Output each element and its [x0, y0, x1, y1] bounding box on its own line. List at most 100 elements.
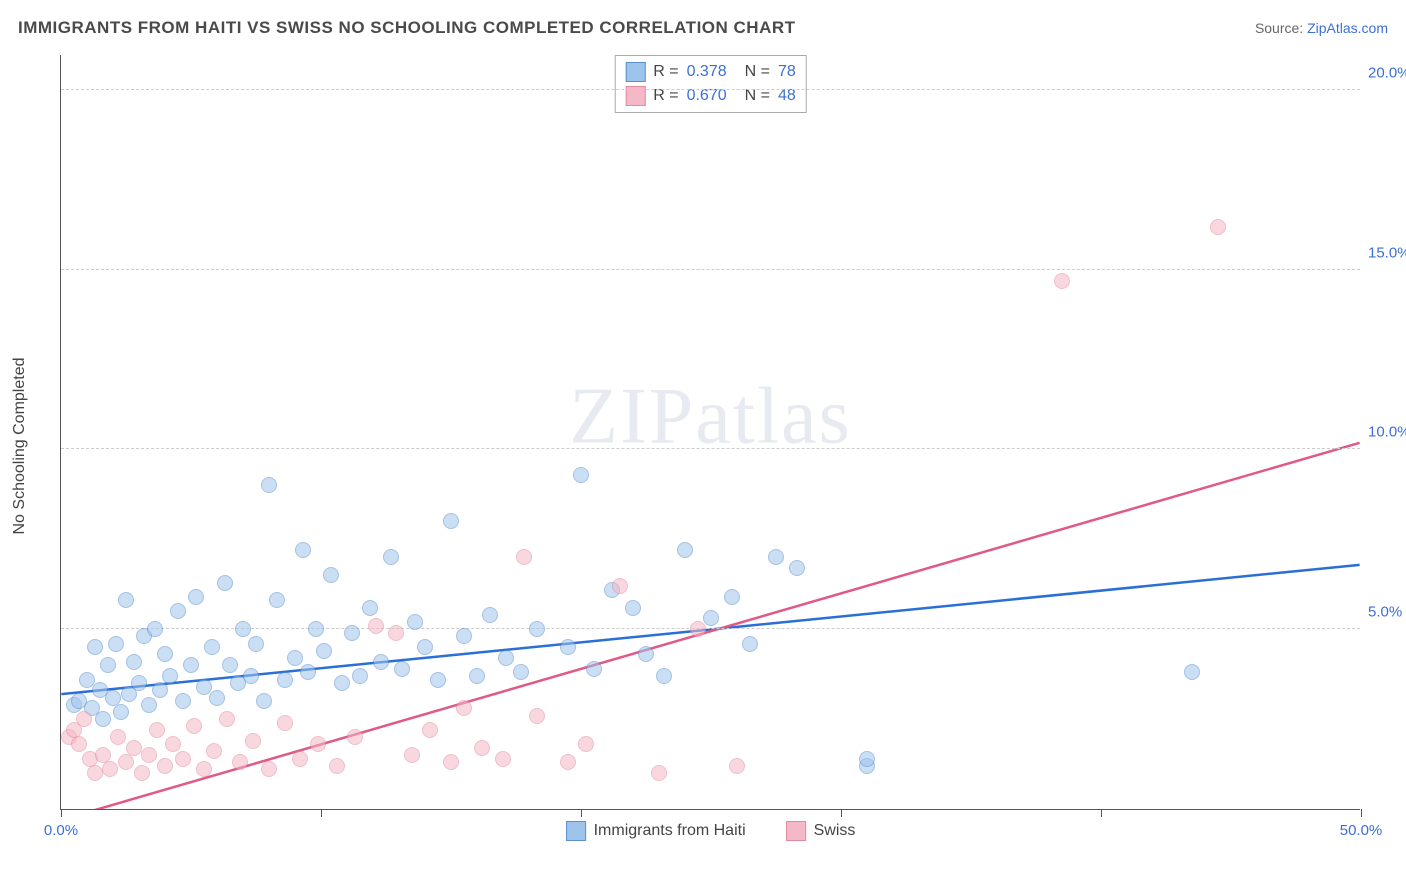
data-point [638, 646, 654, 662]
data-point [87, 765, 103, 781]
data-point [394, 661, 410, 677]
data-point [300, 664, 316, 680]
data-point [100, 657, 116, 673]
data-point [269, 592, 285, 608]
data-point [469, 668, 485, 684]
source-attribution: Source: ZipAtlas.com [1255, 20, 1388, 36]
data-point [456, 700, 472, 716]
data-point [71, 736, 87, 752]
data-point [789, 560, 805, 576]
data-point [1054, 273, 1070, 289]
stats-legend: R = 0.378 N = 78 R = 0.670 N = 48 [614, 55, 807, 113]
data-point [209, 690, 225, 706]
data-point [170, 603, 186, 619]
data-point [261, 477, 277, 493]
legend-item-swiss: Swiss [786, 821, 856, 841]
data-point [204, 639, 220, 655]
data-point [175, 693, 191, 709]
data-point [443, 513, 459, 529]
data-point [162, 668, 178, 684]
data-point [131, 675, 147, 691]
data-point [703, 610, 719, 626]
data-point [147, 621, 163, 637]
data-point [529, 708, 545, 724]
data-point [186, 718, 202, 734]
gridline [61, 269, 1360, 270]
data-point [183, 657, 199, 673]
data-point [256, 693, 272, 709]
series-legend: Immigrants from Haiti Swiss [566, 821, 856, 841]
data-point [612, 578, 628, 594]
data-point [134, 765, 150, 781]
data-point [498, 650, 514, 666]
legend-item-haiti: Immigrants from Haiti [566, 821, 746, 841]
y-axis-title: No Schooling Completed [11, 358, 29, 535]
data-point [149, 722, 165, 738]
data-point [586, 661, 602, 677]
data-point [513, 664, 529, 680]
x-tick [1361, 809, 1362, 817]
x-tick [841, 809, 842, 817]
data-point [578, 736, 594, 752]
data-point [87, 639, 103, 655]
legend-row-haiti: R = 0.378 N = 78 [625, 60, 796, 84]
data-point [388, 625, 404, 641]
y-tick-label: 15.0% [1368, 244, 1406, 261]
data-point [430, 672, 446, 688]
data-point [222, 657, 238, 673]
data-point [656, 668, 672, 684]
data-point [729, 758, 745, 774]
data-point [118, 592, 134, 608]
header: IMMIGRANTS FROM HAITI VS SWISS NO SCHOOL… [18, 18, 1388, 38]
data-point [742, 636, 758, 652]
data-point [217, 575, 233, 591]
data-point [344, 625, 360, 641]
data-point [560, 639, 576, 655]
gridline [61, 448, 1360, 449]
data-point [690, 621, 706, 637]
data-point [529, 621, 545, 637]
data-point [352, 668, 368, 684]
data-point [495, 751, 511, 767]
data-point [295, 542, 311, 558]
data-point [165, 736, 181, 752]
gridline [61, 628, 1360, 629]
scatter-chart: ZIPatlas R = 0.378 N = 78 R = 0.670 N = … [60, 55, 1360, 810]
data-point [404, 747, 420, 763]
data-point [141, 747, 157, 763]
data-point [102, 761, 118, 777]
data-point [277, 672, 293, 688]
data-point [368, 618, 384, 634]
swatch-haiti [625, 62, 645, 82]
data-point [724, 589, 740, 605]
y-tick-label: 5.0% [1368, 604, 1406, 621]
x-tick [321, 809, 322, 817]
data-point [157, 758, 173, 774]
data-point [243, 668, 259, 684]
data-point [219, 711, 235, 727]
data-point [417, 639, 433, 655]
data-point [573, 467, 589, 483]
data-point [422, 722, 438, 738]
source-link[interactable]: ZipAtlas.com [1307, 20, 1388, 36]
data-point [334, 675, 350, 691]
data-point [175, 751, 191, 767]
data-point [625, 600, 641, 616]
data-point [113, 704, 129, 720]
data-point [308, 621, 324, 637]
y-tick-label: 10.0% [1368, 424, 1406, 441]
data-point [1184, 664, 1200, 680]
data-point [677, 542, 693, 558]
chart-title: IMMIGRANTS FROM HAITI VS SWISS NO SCHOOL… [18, 18, 796, 38]
data-point [323, 567, 339, 583]
data-point [456, 628, 472, 644]
data-point [768, 549, 784, 565]
y-tick-label: 20.0% [1368, 64, 1406, 81]
data-point [560, 754, 576, 770]
data-point [277, 715, 293, 731]
data-point [157, 646, 173, 662]
data-point [1210, 219, 1226, 235]
x-tick [61, 809, 62, 817]
data-point [248, 636, 264, 652]
data-point [443, 754, 459, 770]
